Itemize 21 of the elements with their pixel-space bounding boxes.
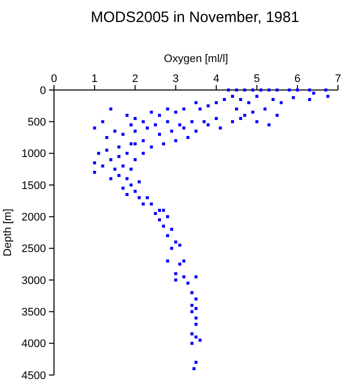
x-tick-label: 2 — [132, 73, 138, 85]
y-tick-label: 1500 — [22, 180, 46, 192]
x-axis-title: Oxygen [ml/l] — [164, 53, 228, 65]
x-tick-label: 5 — [254, 73, 260, 85]
y-tick-label: 4000 — [22, 338, 46, 350]
y-axis-title: Depth [m] — [2, 208, 14, 256]
y-tick-label: 0 — [40, 84, 46, 97]
y-tick-label: 4500 — [22, 370, 46, 382]
y-tick-label: 3000 — [22, 274, 46, 287]
y-tick-label: 500 — [28, 116, 46, 129]
x-tick-label: 7 — [334, 73, 342, 85]
x-tick-label: 3 — [172, 73, 179, 85]
chart-title: MODS2005 in November, 1981 — [90, 9, 300, 26]
x-tick-label: 6 — [294, 73, 300, 85]
y-tick-label: 1000 — [22, 148, 46, 160]
x-tick-label: 1 — [92, 73, 98, 85]
y-tick-label: 3500 — [22, 306, 46, 319]
y-tick-label: 2500 — [22, 243, 46, 256]
x-tick-label: 4 — [213, 73, 220, 85]
y-tick-label: 2000 — [22, 212, 46, 224]
x-tick-label: 0 — [50, 73, 58, 85]
